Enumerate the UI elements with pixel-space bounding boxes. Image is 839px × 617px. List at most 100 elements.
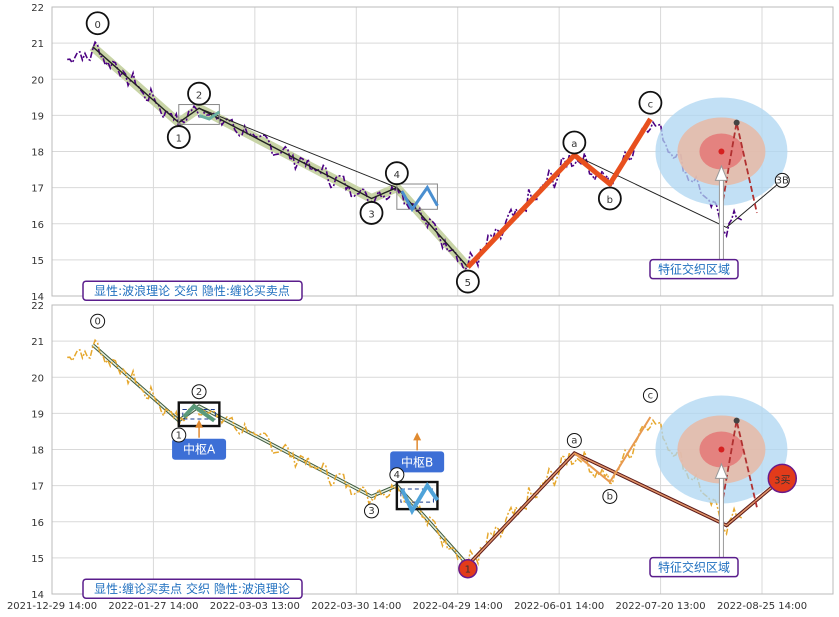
zone-label-text: 特征交织区域: [658, 262, 730, 277]
caption-text: 显性:波浪理论 交织 隐性:缠论买卖点: [94, 283, 290, 298]
wave-label-4-circle: [384, 161, 409, 186]
wave-abc: [466, 117, 653, 269]
price-line: [67, 338, 743, 569]
caption-text: 显性:缠论买卖点 交织 隐性:波浪理论: [94, 581, 290, 596]
wave-label-a: a: [571, 139, 577, 150]
x-axis: 2021-12-29 14:00 2022-01-27 14:00 2022-03-…: [7, 601, 807, 612]
wave-label-b: b: [607, 492, 613, 503]
pivot-stroke: [182, 403, 216, 423]
wave-label-3-circle: [364, 503, 379, 519]
wave-line: [92, 46, 469, 268]
price-line: [67, 40, 743, 271]
pivot-label-text: 中枢B: [401, 454, 433, 469]
pivot-label-text: 中枢A: [183, 442, 216, 457]
wave-label-2: 2: [196, 387, 202, 398]
x-tick-label: 2022-04-29 14:00: [413, 601, 503, 612]
zone-center: [718, 446, 725, 453]
y-tick-label: 17: [31, 184, 44, 195]
pivot-stroke: [400, 481, 440, 516]
y-tick-label: 15: [31, 554, 44, 565]
caption-box: [82, 578, 303, 599]
wave-label-c: c: [648, 391, 654, 402]
y-tick-label: 21: [31, 337, 44, 348]
y-tick-label: 19: [31, 111, 44, 122]
buy-point-text: 3买: [774, 474, 790, 486]
zone-label: 特征交织区域: [649, 556, 739, 578]
wave-label-b: b: [607, 195, 613, 206]
wave-label-b-circle: [597, 186, 622, 211]
y-tick-label: 20: [31, 373, 44, 384]
zone-center: [718, 148, 725, 155]
pivot-label: 中枢B: [390, 432, 445, 473]
wave-label-3-circle: [359, 201, 384, 225]
buy-point-circle: [458, 558, 478, 579]
wave-label-c-circle: [638, 90, 663, 115]
zone-label: 特征交织区域: [649, 258, 739, 280]
zone-arrow-head: [714, 164, 729, 181]
y-tick-label: 18: [31, 446, 44, 457]
wave-label-3B: 3B: [776, 176, 789, 187]
wave-label-c-circle: [642, 387, 658, 403]
y-tick-label: 17: [31, 482, 44, 493]
wave-label-2-circle: [191, 384, 207, 400]
zone-label-box: [649, 556, 739, 578]
wave-label-a-circle: [566, 432, 582, 448]
wave-label-c: c: [648, 99, 654, 110]
caption-box: [82, 280, 303, 301]
bottom-panel: 14 15 16 17 18 19 20 21 22 中枢A 中枢B 0 1 2 3 4 a b c 1 3买特征交织区…: [31, 301, 834, 601]
zone-arrow-head: [714, 462, 729, 479]
pivot-box: [396, 183, 438, 210]
wave-label-3B-circle: [774, 172, 790, 188]
y-tick-label: 16: [31, 220, 44, 231]
wave-label-5-circle: [455, 269, 480, 294]
pivot-stroke: [198, 110, 221, 121]
wave-label-5: 5: [465, 278, 471, 289]
wave-label-0-circle: [90, 313, 106, 329]
buy-point-text: 1: [465, 565, 471, 576]
wave-label-4: 4: [394, 470, 400, 481]
pivot-arrow-head: [413, 432, 422, 441]
wave-label-3: 3: [368, 210, 374, 221]
wave-label-0: 0: [94, 316, 100, 327]
wave-label-a-circle: [562, 130, 587, 155]
wave-label-1: 1: [176, 430, 182, 441]
wave-band: [89, 43, 472, 271]
pivot-label: 中枢A: [172, 419, 227, 460]
x-tick-label: 2022-06-01 14:00: [514, 601, 604, 612]
y-tick-label: 14: [31, 292, 44, 303]
x-tick-label: 2022-03-03 13:00: [210, 601, 300, 612]
pivot-box: [395, 480, 439, 511]
zone-peak: [733, 417, 740, 424]
wave-label-1-circle: [171, 427, 187, 443]
pivot-arrow-head: [195, 419, 204, 428]
wave-label-4-circle: [389, 467, 405, 483]
y-tick-label: 21: [31, 39, 44, 50]
y-tick-label: 18: [31, 148, 44, 159]
buy-point-3: 3买: [767, 463, 798, 494]
chan-line: [574, 154, 783, 228]
pivot-label-box: [172, 438, 227, 460]
x-tick-label: 2022-07-20 13:00: [616, 601, 706, 612]
pivot-connector: [198, 107, 398, 189]
pivot-inner: [400, 488, 434, 503]
wave-label-0-circle: [85, 11, 110, 36]
wave-label-0: 0: [94, 20, 100, 31]
plot-frame: [51, 304, 834, 595]
stroke-inner: [467, 452, 783, 566]
wave-abc-line: [573, 416, 652, 484]
buy-point-circle: [767, 463, 798, 494]
wave-label-1-circle: [166, 125, 191, 149]
x-tick-label: 2021-12-29 14:00: [7, 601, 97, 612]
wave-label-2-circle: [187, 81, 211, 106]
caption: 显性:缠论买卖点 交织 隐性:波浪理论: [82, 578, 303, 599]
top-panel: 14 15 16 17 18 19 20 21 22 0 1 2 3 4 5 a b c 3B 特征交织区域显性:波浪…: [31, 3, 834, 303]
stroke-inner: [92, 344, 469, 566]
plot-frame: [51, 6, 834, 297]
y-tick-label: 19: [31, 409, 44, 420]
y-tick-label: 15: [31, 256, 44, 267]
y-tick-label: 22: [31, 3, 44, 14]
pivot-stroke: [400, 184, 439, 213]
y-tick-label: 22: [31, 301, 44, 312]
zone-label-box: [649, 258, 739, 280]
